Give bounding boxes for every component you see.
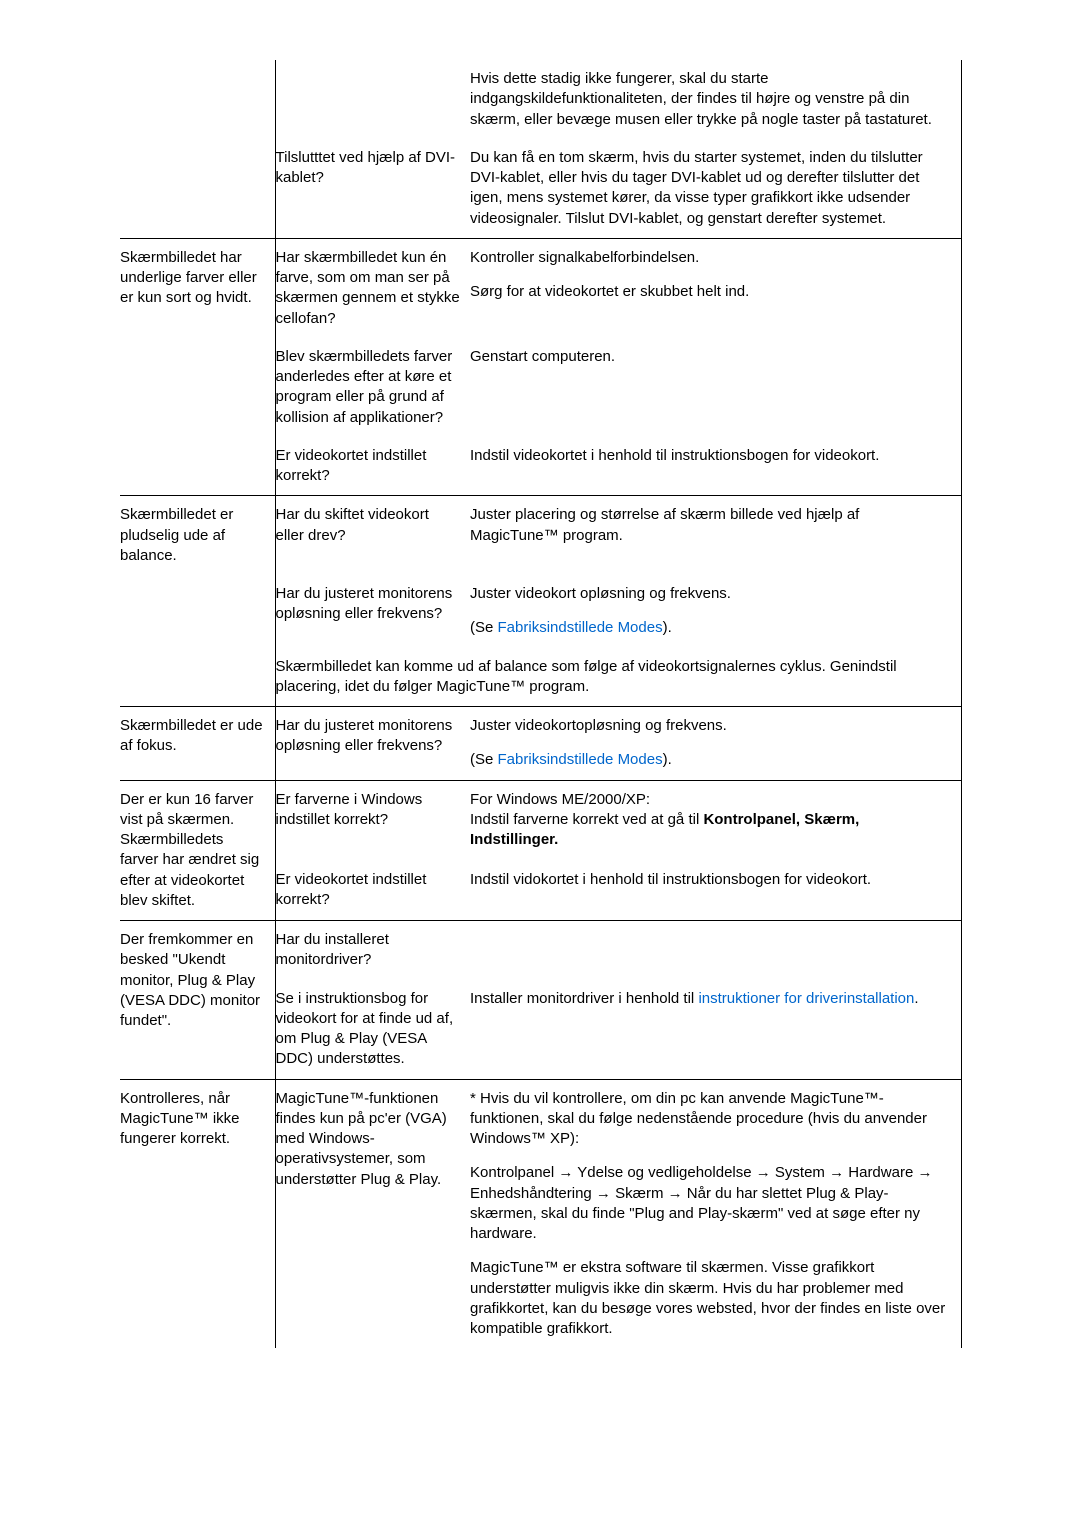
checklist-cell <box>275 60 470 139</box>
solution-text: For Windows ME/2000/XP:Indstil farverne … <box>470 790 951 851</box>
table-row: Kontrolleres, når MagicTune™ ikke funger… <box>120 1079 962 1348</box>
solution-cell: Genstart computeren. <box>470 338 962 437</box>
checklist-cell: MagicTune™-funktionen findes kun på pc'e… <box>275 1079 470 1348</box>
symptom-cell <box>120 139 275 239</box>
checklist-cell: Blev skærmbilledets farver anderledes ef… <box>275 338 470 437</box>
solution-text: Indstil videokortet i henhold til instru… <box>470 446 951 466</box>
checklist-cell: Har du skiftet videokort eller drev? <box>275 496 470 575</box>
solution-text: MagicTune™ er ekstra software til skærme… <box>470 1258 951 1339</box>
solution-cell <box>470 921 962 980</box>
table-row: Hvis dette stadig ikke fungerer, skal du… <box>120 60 962 139</box>
solution-cell: Hvis dette stadig ikke fungerer, skal du… <box>470 60 962 139</box>
troubleshooting-table: Hvis dette stadig ikke fungerer, skal du… <box>120 60 962 1348</box>
solution-text: Indstil vidokortet i henhold til instruk… <box>470 870 951 890</box>
solution-text: Juster placering og størrelse af skærm b… <box>470 505 951 546</box>
note-cell: Skærmbilledet kan komme ud af balance so… <box>275 648 962 707</box>
table-row: Der fremkommer en besked "Ukendt monitor… <box>120 921 962 980</box>
symptom-cell: Skærmbilledet har underlige farver eller… <box>120 238 275 338</box>
doc-link[interactable]: Fabriksindstillede Modes <box>498 751 663 768</box>
symptom-cell <box>120 575 275 648</box>
solution-text: Kontroller signalkabelforbindelsen. <box>470 248 951 268</box>
solution-text: Du kan få en tom skærm, hvis du starter … <box>470 148 951 229</box>
symptom-cell <box>120 648 275 707</box>
troubleshooting-page: Hvis dette stadig ikke fungerer, skal du… <box>0 0 1080 1527</box>
table-row: Er videokortet indstillet korrekt?Indsti… <box>120 437 962 496</box>
table-row: Skærmbilledet er ude af fokus.Har du jus… <box>120 707 962 781</box>
symptom-cell: Kontrolleres, når MagicTune™ ikke funger… <box>120 1079 275 1348</box>
solution-text: (Se Fabriksindstillede Modes). <box>470 750 951 770</box>
checklist-cell: Tilslutttet ved hjælp af DVI-kablet? <box>275 139 470 239</box>
solution-text: Genstart computeren. <box>470 347 951 367</box>
table-row: Skærmbilledet er pludselig ude af balanc… <box>120 496 962 575</box>
solution-cell: Juster placering og størrelse af skærm b… <box>470 496 962 575</box>
solution-text: Juster videokort opløsning og frekvens. <box>470 584 951 604</box>
symptom-cell: Der er kun 16 farver vist på skærmen. Sk… <box>120 780 275 921</box>
solution-cell: Installer monitordriver i henhold til in… <box>470 980 962 1080</box>
symptom-cell <box>120 437 275 496</box>
solution-cell: * Hvis du vil kontrollere, om din pc kan… <box>470 1079 962 1348</box>
solution-text: Sørg for at videokortet er skubbet helt … <box>470 282 951 302</box>
solution-text: * Hvis du vil kontrollere, om din pc kan… <box>470 1089 951 1150</box>
table-row: Skærmbilledet kan komme ud af balance so… <box>120 648 962 707</box>
checklist-cell: Er farverne i Windows indstillet korrekt… <box>275 780 470 861</box>
solution-cell: Juster videokortopløsning og frekvens. (S… <box>470 707 962 781</box>
doc-link[interactable]: Fabriksindstillede Modes <box>498 619 663 636</box>
solution-cell: Juster videokort opløsning og frekvens. (… <box>470 575 962 648</box>
table-row: Skærmbilledet har underlige farver eller… <box>120 238 962 338</box>
solution-text: Installer monitordriver i henhold til in… <box>470 989 951 1009</box>
checklist-cell: Har du justeret monitorens opløsning ell… <box>275 707 470 781</box>
symptom-cell <box>120 60 275 139</box>
solution-cell: Indstil vidokortet i henhold til instruk… <box>470 861 962 921</box>
solution-cell: Du kan få en tom skærm, hvis du starter … <box>470 139 962 239</box>
symptom-cell: Skærmbilledet er ude af fokus. <box>120 707 275 781</box>
solution-text: Hvis dette stadig ikke fungerer, skal du… <box>470 69 951 130</box>
solution-cell: Kontroller signalkabelforbindelsen. Sørg … <box>470 238 962 338</box>
solution-text: (Se Fabriksindstillede Modes). <box>470 618 951 638</box>
symptom-cell: Der fremkommer en besked "Ukendt monitor… <box>120 921 275 1080</box>
doc-link[interactable]: instruktioner for driverinstallation <box>698 990 914 1007</box>
checklist-cell: Har du installeret monitordriver? <box>275 921 470 980</box>
table-row: Har du justeret monitorens opløsning ell… <box>120 575 962 648</box>
symptom-cell: Skærmbilledet er pludselig ude af balanc… <box>120 496 275 575</box>
checklist-cell: Er videokortet indstillet korrekt? <box>275 437 470 496</box>
checklist-cell: Har du justeret monitorens opløsning ell… <box>275 575 470 648</box>
bold-text: Kontrolpanel, Skærm, Indstillinger. <box>470 811 859 848</box>
solution-text: Juster videokortopløsning og frekvens. <box>470 716 951 736</box>
checklist-cell: Har skærmbilledet kun én farve, som om m… <box>275 238 470 338</box>
symptom-cell <box>120 338 275 437</box>
table-row: Der er kun 16 farver vist på skærmen. Sk… <box>120 780 962 861</box>
checklist-cell: Er videokortet indstillet korrekt? <box>275 861 470 921</box>
table-row: Blev skærmbilledets farver anderledes ef… <box>120 338 962 437</box>
solution-text: Kontrolpanel → Ydelse og vedligeholdelse… <box>470 1163 951 1244</box>
solution-cell: For Windows ME/2000/XP:Indstil farverne … <box>470 780 962 861</box>
checklist-cell: Se i instruktionsbog for videokort for a… <box>275 980 470 1080</box>
solution-cell: Indstil videokortet i henhold til instru… <box>470 437 962 496</box>
table-row: Tilslutttet ved hjælp af DVI-kablet?Du k… <box>120 139 962 239</box>
